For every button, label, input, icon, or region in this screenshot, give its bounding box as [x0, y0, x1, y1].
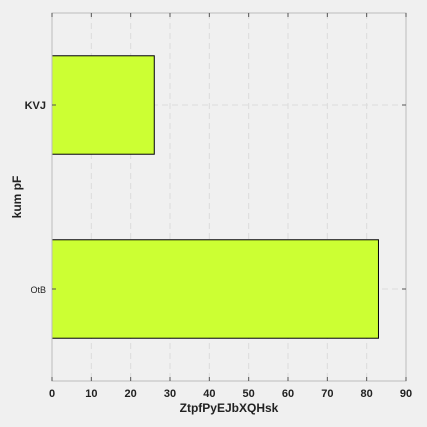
x-axis-title: ZtpfPyEJbXQHsk [180, 401, 279, 415]
x-tick-label: 30 [164, 388, 176, 400]
bar-otb [51, 239, 379, 339]
x-tick-label: 0 [49, 388, 55, 400]
x-tick-label: 70 [321, 388, 333, 400]
tick-labels: 0 10 20 30 40 50 60 70 80 90 KVJ OtB [25, 100, 413, 400]
x-tick-label: 20 [125, 388, 137, 400]
y-axis-title: kum pF [10, 176, 24, 219]
x-tick-label: 10 [85, 388, 97, 400]
ticks [51, 13, 407, 381]
plot-frame [51, 12, 407, 382]
x-tick-label: 40 [203, 388, 215, 400]
y-tick-label-kvj: KVJ [25, 100, 46, 112]
bar-kvj [51, 55, 155, 155]
x-tick-label: 90 [400, 388, 412, 400]
y-tick-label-otb: OtB [30, 285, 46, 295]
x-tick-label: 60 [282, 388, 294, 400]
x-tick-label: 80 [361, 388, 373, 400]
bars [51, 55, 379, 339]
x-tick-label: 50 [243, 388, 255, 400]
